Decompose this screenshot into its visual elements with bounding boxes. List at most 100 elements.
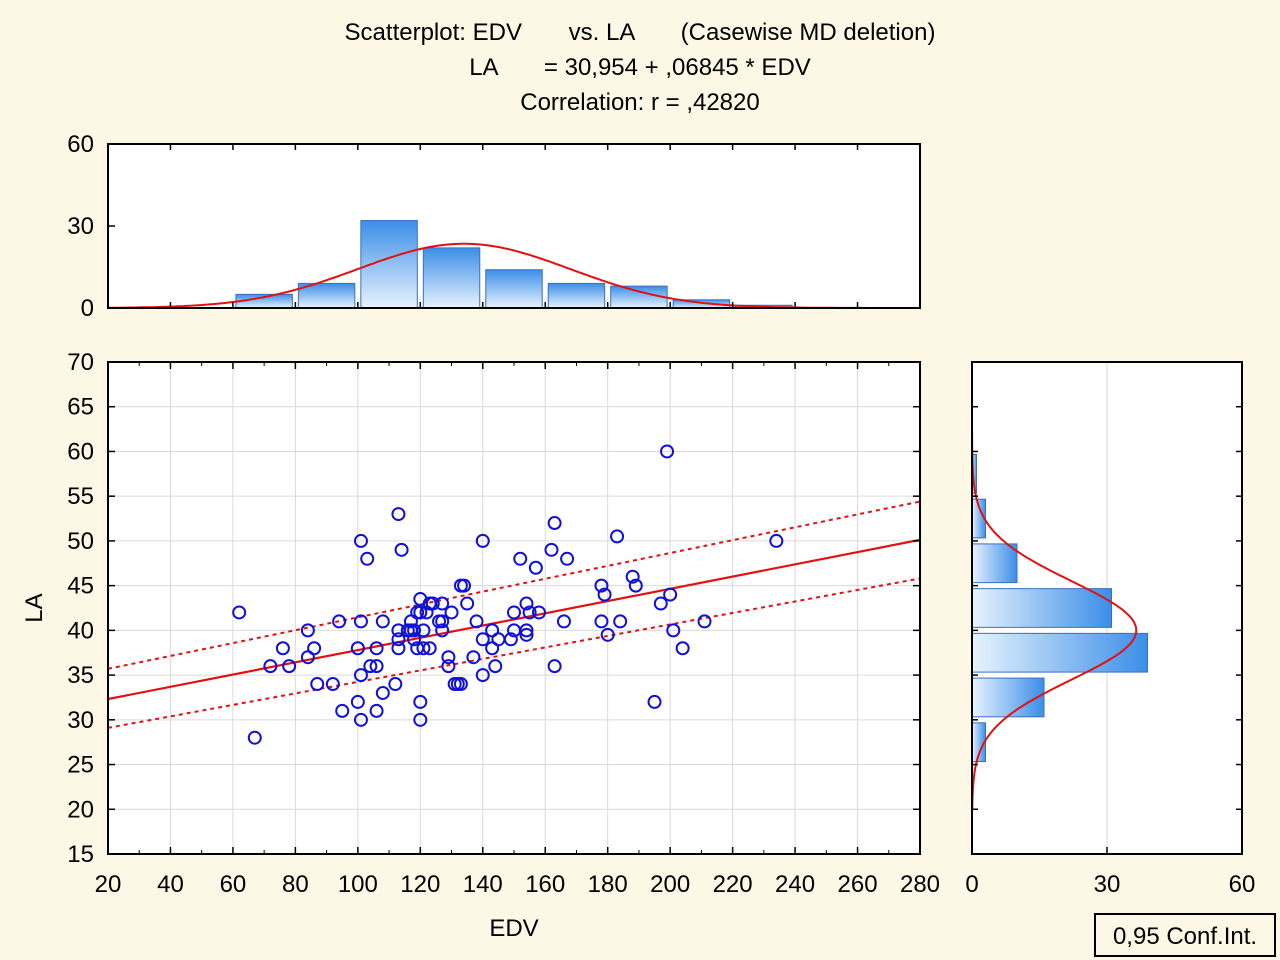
scatter-point [663,587,678,602]
y-tick-label: 45 [67,573,94,600]
x-hist-y-tick-label: 60 [67,131,94,158]
scatter-point [388,677,403,692]
y-axis-label: LA [21,593,48,622]
scatter-point [444,605,459,620]
y-histogram-panel: 0 30 60 [965,361,1256,898]
scatter-point [375,614,390,629]
x-tick-label: 260 [838,871,878,898]
scatter-point [360,551,375,566]
scatter-point [522,605,537,620]
scatter-point [369,641,384,656]
y-tick-label: 15 [67,841,94,868]
scatter-point [625,569,640,584]
scatter-point [391,641,406,656]
scatter-point [407,623,422,638]
y-tick-label: 35 [67,662,94,689]
scatter-point [416,623,431,638]
scatter-point [300,623,315,638]
y-tick-label: 50 [67,528,94,555]
y-tick-label: 30 [67,707,94,734]
scatter-point [407,632,422,647]
scatter-point [350,641,365,656]
conf-int-legend-label: 0,95 Conf.Int. [1113,923,1257,950]
x-hist-y-tick-label: 30 [67,213,94,240]
scatter-point [507,605,521,620]
chart-title: Scatterplot: EDV vs. LA (Casewise MD del… [345,19,936,46]
scatter-point [353,712,368,727]
scatter-point [325,677,340,692]
scatter-point [519,596,534,611]
scatter-point [466,650,481,665]
scatter-point [435,596,450,611]
x-tick-label: 100 [338,871,378,898]
scatter-point [544,542,559,557]
x-tick-label: 220 [713,871,753,898]
y-tick-label: 40 [67,617,94,644]
y-hist-x-tick-label: 60 [1229,871,1256,898]
x-tick-label: 240 [775,871,815,898]
scatter-point [275,641,290,656]
scatter-point [769,533,784,548]
x-histogram-panel: 0 30 60 [67,131,921,322]
scatter-point [594,614,609,629]
scatter-point [469,614,484,629]
y-tick-label: 20 [67,796,94,823]
y-tick-label: 65 [67,394,94,421]
scatter-point [475,632,490,647]
x-histogram-bar [610,285,668,309]
x-tick-label: 20 [95,871,122,898]
correlation-label: Correlation: r = ,42820 [520,89,759,116]
scatter-point [332,614,347,629]
x-tick-label: 200 [650,871,690,898]
scatter-point [232,605,247,620]
scatter-point [375,685,390,700]
scatter-point [475,533,490,548]
scatter-points [232,444,784,745]
scatter-point [441,659,456,674]
y-histogram-bars [971,453,1148,763]
scatter-axes: 20 40 60 80 100 120 140 160 180 200 220 240 260 280 15… [67,349,940,898]
y-histogram-bar [971,588,1112,628]
scatter-plot-area [108,362,920,854]
y-histogram-axis: 0 30 60 [965,361,1256,898]
scatter-point [453,677,468,692]
x-histogram-bar [422,247,481,309]
scatter-point [503,632,518,647]
y-tick-label: 55 [67,483,94,510]
scatter-point [369,703,384,718]
scatter-point [307,641,322,656]
y-histogram-bar [971,632,1148,673]
x-tick-label: 280 [900,871,940,898]
scatter-point [600,627,615,642]
x-hist-y-tick-label: 0 [81,295,94,322]
scatter-point [422,641,437,656]
scatter-point [594,578,609,593]
scatter-point [697,614,712,629]
scatter-point [597,587,612,602]
scatter-point [547,516,562,531]
x-tick-label: 60 [220,871,247,898]
conf-band-upper-line [108,500,920,670]
scatter-point [353,668,368,683]
scatter-point [282,659,297,674]
x-histogram-bar [547,282,606,309]
scatter-point [675,641,690,656]
y-histogram-bar [971,677,1045,718]
scatter-point [666,623,681,638]
scatter-point [547,659,562,674]
x-axis-label: EDV [489,915,538,942]
x-tick-label: 160 [525,871,565,898]
scatter-point [413,712,428,727]
x-histogram-axis: 0 30 60 [67,131,921,322]
scatter-point [560,551,575,566]
y-tick-label: 60 [67,438,94,465]
scatter-point [488,659,503,674]
scatter-point [435,614,450,629]
x-histogram-bar [485,269,543,309]
scatter-point [310,677,325,692]
scatter-panel: 20 40 60 80 100 120 140 160 180 200 220 240 260 280 15… [21,349,940,942]
scatter-point [556,614,571,629]
scatter-point [531,605,546,620]
conf-band-lower-line [108,577,920,729]
